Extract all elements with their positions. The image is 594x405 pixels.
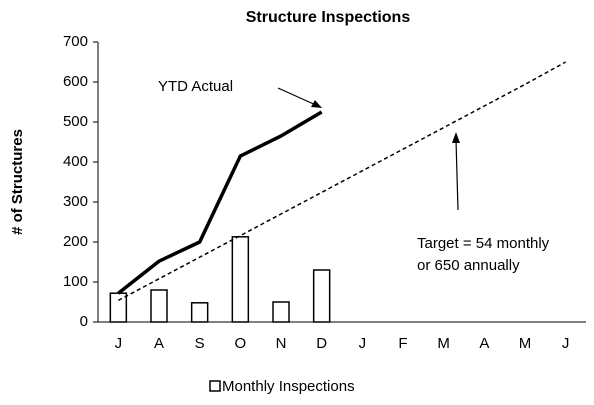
x-tick-label: M	[519, 335, 532, 352]
bar	[150, 289, 168, 323]
actual-line	[117, 110, 323, 295]
y-tick-label: 400	[63, 153, 88, 170]
arrowhead	[311, 100, 322, 108]
y-tick-label: 100	[63, 273, 88, 290]
annotation: YTD Actual	[158, 78, 233, 95]
bar	[272, 301, 290, 323]
x-tick-label: F	[398, 335, 407, 352]
chart-title: Structure Inspections	[246, 9, 411, 26]
x-tick-label: M	[437, 335, 450, 352]
x-tick-label: J	[115, 335, 123, 352]
arrow	[277, 87, 319, 107]
y-tick-label: 0	[80, 313, 88, 330]
annotation: Target = 54 monthly	[417, 235, 550, 252]
x-tick-label: A	[154, 335, 164, 352]
x-tick-label: J	[359, 335, 367, 352]
bar	[109, 292, 128, 323]
arrow	[455, 139, 459, 211]
legend-label: Monthly Inspections	[222, 378, 355, 395]
x-tick-label: J	[562, 335, 570, 352]
bar	[231, 236, 250, 323]
arrowhead	[452, 132, 460, 143]
legend-swatch	[209, 380, 221, 392]
bar	[312, 269, 331, 323]
y-tick-label: 700	[63, 33, 88, 50]
y-tick-label: 500	[63, 113, 88, 130]
annotation: or 650 annually	[417, 257, 520, 274]
y-tick-label: 200	[63, 233, 88, 250]
x-tick-label: O	[234, 335, 246, 352]
x-tick-label: D	[316, 335, 327, 352]
y-tick-label: 300	[63, 193, 88, 210]
x-tick-label: S	[195, 335, 205, 352]
x-tick-label: A	[479, 335, 489, 352]
y-tick-label: 600	[63, 73, 88, 90]
target-line	[117, 61, 567, 302]
x-tick-label: N	[276, 335, 287, 352]
y-axis-label: # of Structures	[9, 129, 26, 235]
bar	[190, 302, 209, 323]
